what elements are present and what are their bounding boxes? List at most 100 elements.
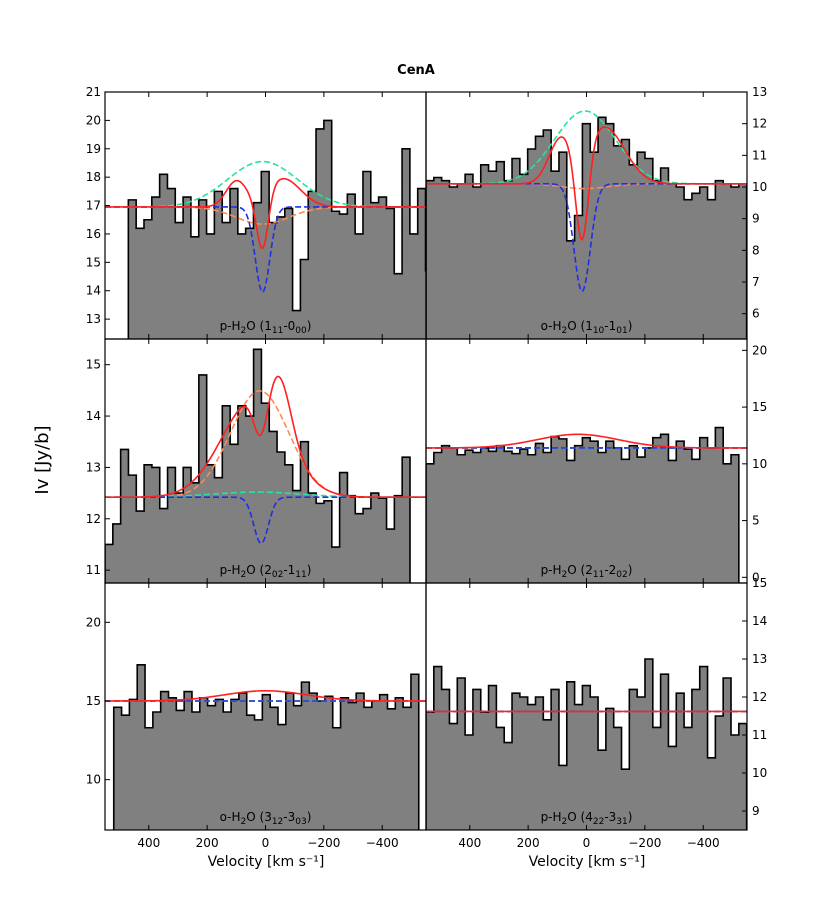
y-tick-label: 10: [752, 180, 767, 194]
y-tick-label: 14: [752, 614, 767, 628]
spectrum-bar: [637, 697, 646, 830]
spectrum-bar: [504, 742, 513, 830]
spectrum-bar: [621, 769, 630, 830]
spectrum-bar: [535, 443, 544, 583]
spectrum-bar: [613, 145, 622, 339]
y-tick-label: 20: [86, 113, 101, 127]
spectrum-bar: [402, 148, 411, 339]
spectrum-bar: [551, 436, 560, 583]
spectrum-bar: [629, 445, 638, 583]
spectrum-bar: [128, 199, 137, 339]
spectrum-bar: [339, 472, 348, 583]
spectrum-bar: [582, 437, 591, 583]
spectrum-bar: [246, 715, 255, 830]
spectrum-bar: [324, 696, 334, 830]
spectrum-bar: [566, 460, 575, 583]
spectrum-bar: [191, 712, 201, 830]
spectrum-bar: [660, 434, 669, 583]
spectrum-bar: [426, 712, 435, 830]
spectrum-bar: [676, 693, 685, 830]
spectrum-bar: [317, 700, 326, 830]
spectrum-bar: [347, 495, 356, 583]
spectrum-bar: [566, 681, 575, 830]
spectrum-bar: [496, 727, 505, 830]
spectrum-bar: [707, 199, 716, 339]
fit-curve-total_fit: [105, 689, 426, 702]
spectrum-bar: [364, 707, 373, 830]
y-tick-label: 15: [752, 400, 767, 414]
panel-label-p5: o-H2O (312-303): [220, 810, 312, 827]
spectrum-bar: [323, 500, 333, 583]
spectrum-bar: [136, 511, 145, 583]
spectrum-bar: [168, 697, 177, 830]
spectrum-bar: [253, 349, 262, 583]
spectrum-bar: [574, 445, 583, 583]
y-tick-label: 15: [86, 694, 101, 708]
x-axis-title-right: Velocity [km s⁻¹]: [529, 854, 646, 870]
spectrum-bar: [301, 682, 310, 830]
spectrum-bar: [308, 493, 317, 583]
spectrum-bar: [699, 666, 708, 830]
y-tick-label: 13: [86, 312, 101, 326]
spectrum-bar: [206, 233, 215, 339]
spectrum-bar: [535, 136, 544, 339]
y-tick-label: 21: [86, 85, 101, 99]
spectrum-bar: [519, 697, 529, 830]
spectrum-bar: [480, 164, 489, 339]
spectrum-bar: [699, 437, 708, 583]
y-tick-label: 20: [86, 615, 101, 629]
spectrum-bar: [488, 171, 497, 339]
spectrum-bar: [621, 459, 630, 583]
spectrum-bar: [566, 240, 575, 339]
spectrum-bar: [465, 735, 474, 830]
spectrum-bar: [731, 735, 740, 830]
spectrum-bar: [472, 689, 482, 830]
x-tick-label: −200: [307, 836, 340, 850]
x-tick-label: 400: [458, 836, 481, 850]
spectrum-bar: [363, 508, 372, 583]
spectrum-bar: [245, 416, 254, 583]
spectrum-bar: [270, 707, 279, 830]
spectrum-bar: [433, 177, 443, 339]
spectrum-bar: [262, 694, 271, 830]
panel-p3: 11 12 13 14 15 p-H2O (202-111): [86, 338, 427, 584]
spectrum-bar: [394, 273, 403, 339]
y-tick-label: 7: [752, 275, 760, 289]
spectrum-bar: [231, 699, 240, 830]
y-tick-label: 18: [86, 170, 101, 184]
spectrum-bar: [644, 158, 654, 339]
spectrum-bar: [120, 449, 129, 583]
spectrum-bar: [128, 475, 137, 583]
spectrum-bar: [723, 183, 732, 339]
spectrum-bar: [707, 447, 716, 583]
spectrum-bar: [574, 704, 583, 830]
y-tick-label: 0: [752, 570, 760, 584]
spectrum-bar: [285, 693, 295, 830]
spectrum-bar: [715, 180, 724, 339]
spectrum-bar: [527, 454, 536, 583]
spectrum-bar: [230, 188, 239, 339]
spectrum-bar: [488, 451, 497, 583]
spectrum-bar: [433, 666, 443, 830]
spectrum-bar: [691, 193, 701, 339]
spectrum-outline: [127, 119, 426, 339]
plot-area-p5: [105, 664, 426, 830]
spectrum-bar: [223, 712, 232, 830]
plot-area-p6: [426, 658, 747, 830]
spectrum-bar: [465, 450, 474, 583]
spectrum-bar: [519, 174, 529, 339]
spectrum-bar: [237, 405, 247, 583]
spectrum-bar: [214, 477, 223, 583]
x-tick-label: 200: [517, 836, 540, 850]
spectrum-bar: [441, 445, 450, 583]
spectrum-bar: [347, 194, 356, 339]
spectrum-bar: [121, 715, 130, 830]
panel-p2: 6 7 8 9 10 11 12 13 o-H2O (110-101): [425, 85, 767, 340]
spectrum-bar: [738, 183, 747, 339]
spectrum-bar: [551, 171, 560, 339]
spectrum-bar: [613, 727, 622, 830]
spectrum-bar: [183, 197, 192, 339]
spectrum-bar: [191, 482, 200, 583]
spectrum-bar: [356, 693, 365, 830]
